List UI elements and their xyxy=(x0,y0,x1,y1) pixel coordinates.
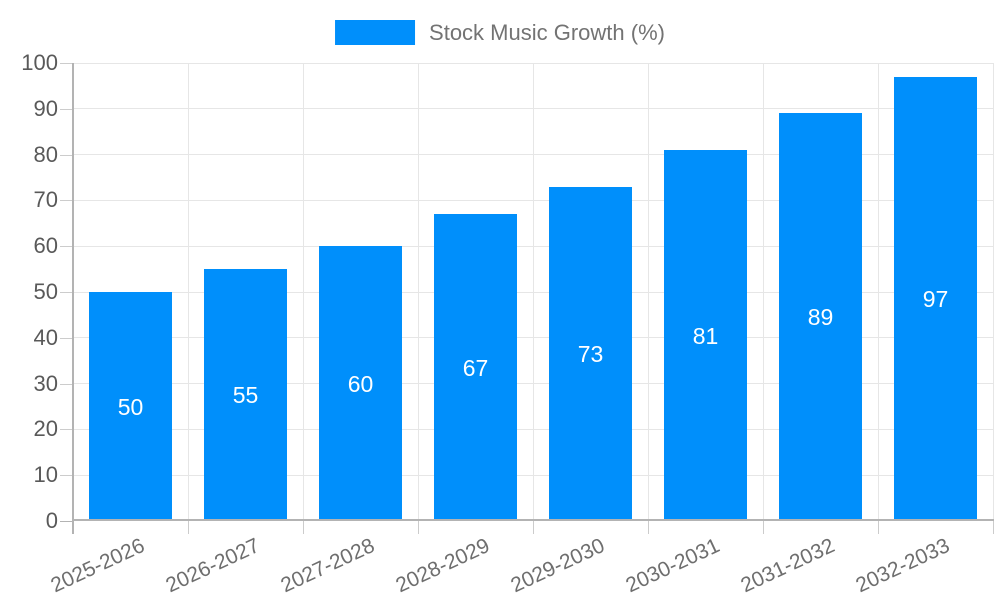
legend-label: Stock Music Growth (%) xyxy=(429,20,665,45)
bar[interactable] xyxy=(89,292,172,521)
x-axis-tick xyxy=(992,521,994,534)
plot-area: 0 10 20 30 40 50 60 70 80 90 100 50 2025-2026 55 2026-… xyxy=(21,50,994,597)
gridline xyxy=(302,63,304,521)
y-axis-label: 70 xyxy=(33,187,58,213)
y-axis-tick xyxy=(60,521,73,522)
y-axis-tick xyxy=(60,108,73,110)
gridline xyxy=(877,63,879,521)
x-axis-tick xyxy=(532,521,534,534)
x-axis-label: 2030-2031 xyxy=(622,534,724,598)
x-axis-label: 2031-2032 xyxy=(737,534,839,598)
bar-value-label: 89 xyxy=(807,304,834,331)
x-axis-label: 2027-2028 xyxy=(277,534,379,598)
y-axis-tick xyxy=(60,292,73,293)
gridline xyxy=(647,63,649,521)
y-axis-label: 60 xyxy=(33,233,58,259)
bar-value-label: 97 xyxy=(922,285,949,312)
y-axis-label: 0 xyxy=(45,508,58,533)
y-axis-label: 10 xyxy=(33,462,58,488)
x-axis-tick xyxy=(877,521,879,534)
bar-value-label: 60 xyxy=(347,370,374,397)
gridline xyxy=(532,63,534,521)
gridline xyxy=(187,63,189,521)
x-axis-label: 2029-2030 xyxy=(507,534,609,598)
bar[interactable] xyxy=(319,246,402,521)
x-axis-line xyxy=(72,519,994,521)
y-axis-label: 30 xyxy=(33,370,58,396)
x-axis-label: 2028-2029 xyxy=(392,534,494,598)
bar-value-label: 55 xyxy=(232,382,259,409)
x-axis-tick xyxy=(762,521,764,534)
y-axis-label: 50 xyxy=(33,279,58,304)
bar-value-label: 81 xyxy=(692,322,719,349)
bar[interactable] xyxy=(549,186,632,521)
y-axis-tick xyxy=(60,429,73,431)
bar[interactable] xyxy=(894,76,977,521)
y-axis-tick xyxy=(60,246,73,248)
bar-value-label: 67 xyxy=(462,354,489,381)
x-axis-tick xyxy=(417,521,419,534)
bar[interactable] xyxy=(779,113,862,521)
y-axis-label: 90 xyxy=(33,95,58,121)
y-axis-tick xyxy=(60,383,73,385)
y-axis-tick xyxy=(60,475,73,477)
legend[interactable]: Stock Music Growth (%) xyxy=(335,20,665,45)
x-axis-label: 2025-2026 xyxy=(47,534,149,598)
y-axis-tick xyxy=(60,337,73,339)
x-axis-tick xyxy=(302,521,304,534)
bar-value-label: 73 xyxy=(577,340,604,367)
bar-value-label: 50 xyxy=(117,393,144,420)
y-axis-tick xyxy=(60,63,73,64)
legend-swatch-icon xyxy=(335,20,416,45)
gridline xyxy=(417,63,419,521)
y-axis-label: 100 xyxy=(21,50,58,75)
y-axis-label: 80 xyxy=(33,141,58,167)
x-axis-tick xyxy=(647,521,649,534)
y-axis-tick xyxy=(60,200,73,202)
bar[interactable] xyxy=(204,269,287,521)
x-axis-label: 2032-2033 xyxy=(852,534,954,598)
gridline xyxy=(992,63,994,521)
x-axis-label: 2026-2027 xyxy=(162,534,264,598)
y-axis-tick xyxy=(60,154,73,156)
y-axis-line xyxy=(72,63,74,534)
x-axis-tick xyxy=(187,521,189,534)
gridline xyxy=(762,63,764,521)
bar[interactable] xyxy=(664,150,747,521)
y-axis-label: 20 xyxy=(33,416,58,442)
bar[interactable] xyxy=(434,214,517,521)
y-axis-label: 40 xyxy=(33,324,58,350)
